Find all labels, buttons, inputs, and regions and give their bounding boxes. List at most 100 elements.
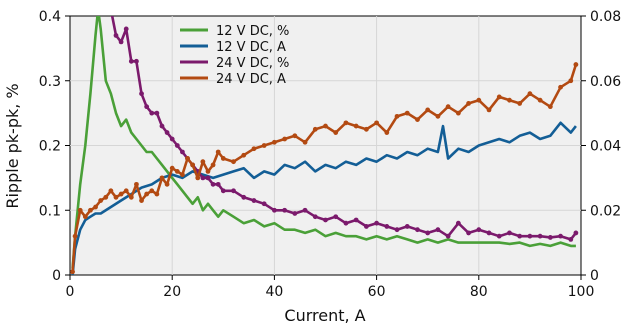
y-right-tick-label: 0.06 [590,74,621,90]
data-point [363,224,369,229]
data-point [333,130,339,135]
data-point [476,97,482,103]
data-point [215,149,221,155]
data-point [302,207,308,213]
data-point [139,91,144,97]
data-point [82,214,88,220]
data-point [527,233,533,239]
data-point [154,110,160,116]
data-point [159,175,165,181]
y-left-tick-label: 0.2 [39,139,61,155]
data-point [159,123,165,129]
y-right-tick-label: 0.02 [590,203,621,219]
data-point [220,188,226,194]
series-layer [70,16,579,275]
y-left-tick-label: 0.4 [39,9,61,25]
data-point [282,207,288,213]
data-point [113,33,119,38]
data-point [282,136,288,142]
data-point [231,188,236,194]
data-point [476,227,482,233]
data-point [302,139,308,145]
data-point [128,194,134,200]
data-point [98,198,104,203]
data-point [323,217,328,223]
data-point [118,191,124,197]
data-point [200,159,206,165]
data-point [333,214,339,220]
data-point [149,110,155,116]
data-point [425,230,431,236]
grid-lines [70,16,581,275]
y-left-tick-label: 0.3 [39,74,61,90]
data-point [164,181,170,187]
data-point [205,175,211,181]
data-point [415,227,420,233]
data-point [486,107,492,113]
data-point [558,84,563,90]
y-right-tick-label: 0.04 [590,139,621,155]
data-point [384,224,390,229]
data-point [169,136,175,142]
legend-label: 24 V DC, A [216,72,286,87]
data-point [312,214,318,220]
legend-label: 12 V DC, % [216,24,289,39]
data-point [343,120,349,126]
data-point [149,188,155,194]
data-point [200,175,206,181]
data-point [205,169,211,174]
data-point [384,130,390,135]
legend: 12 V DC, %12 V DC, A24 V DC, %24 V DC, A [180,24,289,87]
y-left-tick-label: 0 [52,268,61,284]
x-tick-label: 60 [368,284,386,300]
data-point [445,233,451,239]
data-point [353,217,359,223]
data-point [88,207,93,213]
data-point [374,120,379,126]
data-point [93,204,98,210]
data-point [312,126,318,132]
series-1 [71,16,576,269]
data-point [272,207,277,213]
data-point [272,139,277,145]
data-point [517,101,523,106]
data-point [486,230,492,236]
data-point [507,230,512,236]
data-point [568,78,574,84]
data-point [394,227,400,233]
data-point [144,104,150,110]
data-point [180,172,185,178]
data-point [558,233,563,239]
data-point [292,211,298,216]
data-point [292,133,298,139]
data-point [261,143,267,148]
data-point [261,201,267,207]
x-tick-label: 80 [470,284,488,300]
data-point [455,110,461,116]
data-point [241,194,247,200]
legend-label: 24 V DC, % [216,56,289,71]
y-right-tick-label: 0.08 [590,9,621,25]
data-point [323,123,328,129]
data-point [547,235,553,240]
data-point [154,191,160,197]
data-point [527,91,533,97]
data-point [169,165,175,171]
data-point [353,123,359,129]
y-axis-title: Ripple pk-pk, % [3,83,22,208]
data-point [547,104,553,110]
data-point [455,220,461,226]
data-point [404,224,410,229]
data-point [220,156,226,161]
data-point [425,107,431,113]
data-point [70,269,75,275]
data-point [251,146,257,152]
data-point [103,194,109,200]
data-point [231,159,236,165]
data-point [435,227,441,233]
x-tick-label: 100 [568,284,595,300]
data-point [139,198,144,203]
data-point [164,130,170,135]
data-point [517,233,523,239]
data-point [404,110,410,116]
